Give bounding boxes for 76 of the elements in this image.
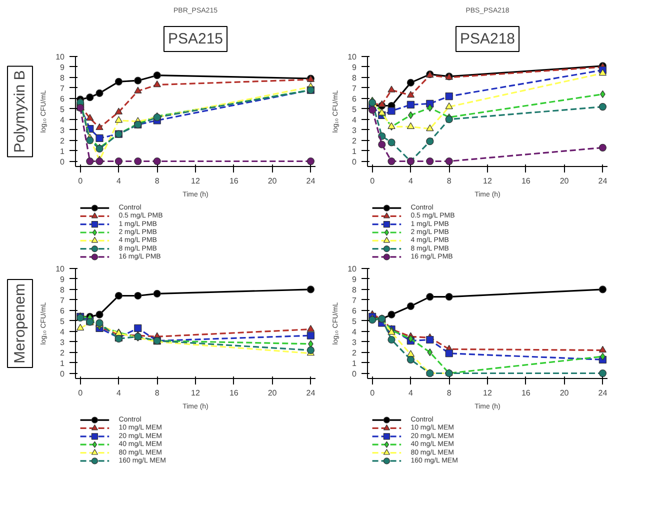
y-tick-label: 2: [352, 348, 358, 358]
y-tick-label: 9: [60, 274, 66, 284]
y-tick-label: 5: [352, 104, 358, 114]
y-tick-label: 2: [60, 136, 66, 146]
x-tick-label: 12: [483, 176, 492, 186]
y-tick-label: 8: [60, 285, 66, 294]
y-tick-label: 10: [56, 264, 66, 274]
x-tick-label: 12: [191, 176, 200, 186]
y-tick-label: 2: [60, 348, 66, 358]
y-tick-label: 7: [60, 296, 66, 305]
text: Meropenem: [12, 283, 28, 364]
x-tick-label: 4: [116, 176, 122, 186]
x-tick-label: 16: [521, 388, 531, 398]
y-tick-label: 10: [348, 52, 358, 62]
y-tick-label: 0: [352, 157, 358, 166]
x-tick-label: 16: [229, 176, 239, 186]
y-tick-label: 6: [60, 94, 66, 104]
x-tick-label: 16: [521, 176, 531, 186]
y-tick-label: 3: [352, 338, 358, 347]
x-tick-label: 4: [408, 388, 414, 398]
x-tick-label: 20: [268, 176, 278, 186]
y-tick-label: 10: [56, 52, 66, 62]
y-tick-label: 5: [60, 316, 66, 326]
y-tick-label: 0: [60, 369, 66, 378]
x-tick-label: 0: [78, 388, 84, 398]
y-tick-label: 9: [352, 62, 358, 72]
y-tick-label: 4: [60, 115, 66, 124]
y-tick-label: 1: [352, 358, 358, 368]
y-tick-label: 10: [348, 264, 358, 274]
y-tick-label: 6: [60, 306, 66, 316]
y-tick-label: 3: [60, 338, 66, 347]
y-tick-label: 1: [60, 146, 66, 156]
x-tick-label: 0: [370, 388, 376, 398]
y-tick-label: 4: [352, 115, 358, 124]
x-tick-label: 20: [560, 176, 570, 186]
y-tick-label: 1: [352, 146, 358, 156]
y-tick-label: 7: [352, 84, 358, 93]
x-tick-label: 8: [154, 388, 160, 398]
x-tick-label: 0: [370, 176, 376, 186]
y-tick-label: 5: [352, 316, 358, 326]
y-tick-label: 8: [352, 285, 358, 294]
x-tick-label: 8: [154, 176, 160, 186]
chart-title: PSA215: [168, 30, 224, 48]
x-tick-label: 4: [408, 176, 414, 186]
y-tick-label: 0: [60, 157, 66, 166]
y-tick-label: 0: [352, 369, 358, 378]
y-tick-label: 4: [60, 327, 66, 336]
x-tick-label: 0: [78, 176, 84, 186]
x-tick-label: 24: [598, 176, 608, 186]
y-tick-label: 1: [60, 358, 66, 368]
y-tick-label: 4: [352, 327, 358, 336]
x-tick-label: 12: [483, 388, 492, 398]
x-tick-label: 24: [306, 388, 316, 398]
y-tick-label: 5: [60, 104, 66, 114]
y-tick-label: 9: [60, 62, 66, 72]
y-tick-label: 6: [352, 94, 358, 104]
y-tick-label: 8: [352, 73, 358, 82]
x-tick-label: 12: [191, 388, 200, 398]
x-tick-label: 8: [446, 388, 452, 398]
y-tick-label: 6: [352, 306, 358, 316]
y-tick-label: 2: [352, 136, 358, 146]
y-tick-label: 9: [352, 274, 358, 284]
y-tick-label: 8: [60, 73, 66, 82]
x-tick-label: 24: [306, 176, 316, 186]
x-tick-label: 20: [268, 388, 278, 398]
x-tick-label: 4: [116, 388, 122, 398]
chart-title: PSA218: [460, 30, 516, 48]
x-tick-label: 24: [598, 388, 608, 398]
y-tick-label: 3: [60, 126, 66, 135]
y-tick-label: 7: [352, 296, 358, 305]
x-tick-label: 8: [446, 176, 452, 186]
y-tick-label: 3: [352, 126, 358, 135]
text: Polymyxin B: [12, 70, 28, 153]
x-tick-label: 16: [229, 388, 239, 398]
y-tick-label: 7: [60, 84, 66, 93]
x-tick-label: 20: [560, 388, 570, 398]
